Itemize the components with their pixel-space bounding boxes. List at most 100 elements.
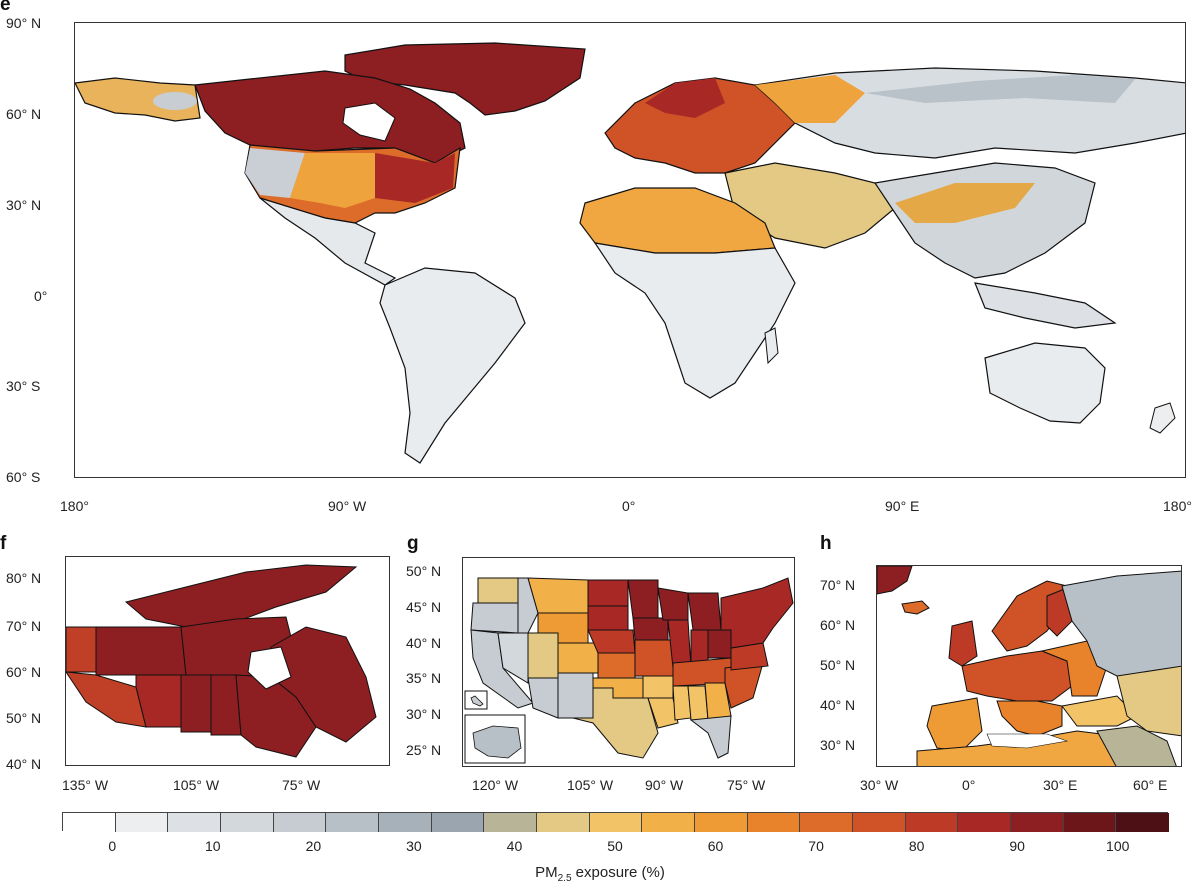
colorbar-tick-label: 80 <box>908 838 925 854</box>
canada-alberta <box>135 674 182 728</box>
colorbar-tick-label: 50 <box>607 838 623 854</box>
panel-label-f: f <box>0 533 7 554</box>
h-lon-0: 0° <box>962 777 976 793</box>
canada-quebec <box>270 626 377 743</box>
usa-utah <box>527 632 559 679</box>
h-lat-30n: 30° N <box>820 737 856 753</box>
h-lat-70n: 70° N <box>820 577 856 593</box>
colorbar-swatch <box>484 813 537 832</box>
usa-florida <box>689 715 732 759</box>
g-lat-30n: 30° N <box>406 706 442 722</box>
colorbar-tick-label: 70 <box>808 838 824 854</box>
colorbar-title-rest: exposure (%) <box>571 864 665 881</box>
colorbar-tick-label: 40 <box>506 838 523 854</box>
world-map-frame <box>74 22 1186 478</box>
africa-region <box>593 242 796 399</box>
canada-yukon <box>66 626 97 673</box>
g-lat-25n: 25° N <box>406 742 442 758</box>
usa-arkansas <box>642 675 674 699</box>
usa-arizona <box>527 677 559 719</box>
f-lat-70n: 70° N <box>6 618 42 634</box>
usa-map-frame <box>462 557 795 767</box>
usa-indiana <box>690 629 709 664</box>
colorbar-tick-label: 60 <box>707 838 724 854</box>
colorbar-swatch <box>642 813 695 832</box>
g-lon-120w: 120° W <box>472 777 519 793</box>
colorbar-swatch <box>326 813 379 832</box>
usa-kansas <box>597 652 636 679</box>
canada-nwt <box>95 626 187 676</box>
canada-map <box>66 564 377 758</box>
iberia <box>926 697 983 752</box>
g-lon-90w: 90° W <box>645 777 684 793</box>
g-lat-40n: 40° N <box>406 635 442 651</box>
colorbar-swatch <box>63 813 116 832</box>
colorbar-tick-label: 30 <box>406 838 422 854</box>
se-asia-region <box>974 282 1117 329</box>
usa-michigan <box>687 592 722 631</box>
alaska-region <box>75 77 201 122</box>
colorbar-swatch <box>221 813 274 832</box>
usa-northeast <box>720 577 794 649</box>
usa-missouri <box>634 639 674 677</box>
g-lat-45n: 45° N <box>406 599 442 615</box>
north-africa-h <box>916 730 1127 766</box>
usa-new-mexico <box>557 672 594 719</box>
colorbar-tick-label: 20 <box>305 838 322 854</box>
asia-region <box>873 162 1096 279</box>
h-lat-50n: 50° N <box>820 657 856 673</box>
lat-label-90n: 90° N <box>6 15 42 31</box>
europe-map <box>877 566 1181 766</box>
usa-montana <box>527 577 589 614</box>
f-lat-60n: 60° N <box>6 664 42 680</box>
iceland <box>901 600 930 615</box>
colorbar-swatch <box>273 813 327 832</box>
f-lon-75w: 75° W <box>282 777 321 793</box>
f-lat-40n: 40° N <box>6 756 42 772</box>
usa-washington <box>477 577 519 604</box>
colorbar-tick-label: 10 <box>205 838 221 854</box>
central-asia <box>1116 665 1181 737</box>
h-lat-60n: 60° N <box>820 617 856 633</box>
canada-arctic-islands <box>124 564 358 628</box>
colorbar-swatch <box>431 813 485 832</box>
colorbar-swatch <box>168 813 221 832</box>
colorbar-title-sub: 2.5 <box>557 873 572 884</box>
colorbar-swatch <box>695 813 748 832</box>
colorbar-tick-label: 90 <box>1009 838 1025 854</box>
hudson-bay-gap <box>342 102 396 142</box>
colorbar-swatch <box>115 813 169 832</box>
f-lat-80n: 80° N <box>6 570 42 586</box>
colorbar-labels: 0 10 20 30 40 50 60 70 80 90 100 <box>62 838 1168 856</box>
lon-label-0: 0° <box>622 498 636 514</box>
australia-region <box>984 342 1106 424</box>
usa-oregon <box>470 602 519 634</box>
g-lon-105w: 105° W <box>567 777 614 793</box>
lon-label-180w: 180° <box>60 498 89 514</box>
colorbar-swatch <box>589 813 643 832</box>
world-map <box>75 42 1185 464</box>
g-lat-50n: 50° N <box>406 563 442 579</box>
usa-louisiana <box>647 697 679 729</box>
usa-iowa <box>632 617 669 641</box>
usa-colorado <box>557 642 599 674</box>
usa-texas <box>572 687 659 759</box>
f-lat-50n: 50° N <box>6 710 42 726</box>
panel-label-g: g <box>407 533 419 554</box>
mexico-region <box>259 197 397 286</box>
h-lon-30w: 30° W <box>860 777 899 793</box>
canada-map-frame <box>65 556 390 766</box>
colorbar-swatch <box>747 813 801 832</box>
colorbar-title-main: PM <box>535 864 558 881</box>
greenland-corner <box>877 566 913 595</box>
uk-ireland <box>948 620 978 667</box>
lat-label-30n: 30° N <box>6 197 42 213</box>
lat-label-0: 0° <box>34 288 48 304</box>
f-lon-105w: 105° W <box>173 777 220 793</box>
usa-south-dakota <box>587 605 629 631</box>
usa-wisconsin <box>657 587 689 621</box>
south-america-region <box>379 267 526 464</box>
lat-label-60n: 60° N <box>6 106 42 122</box>
usa-ohio <box>707 629 732 659</box>
hawaii-inset <box>470 695 484 707</box>
